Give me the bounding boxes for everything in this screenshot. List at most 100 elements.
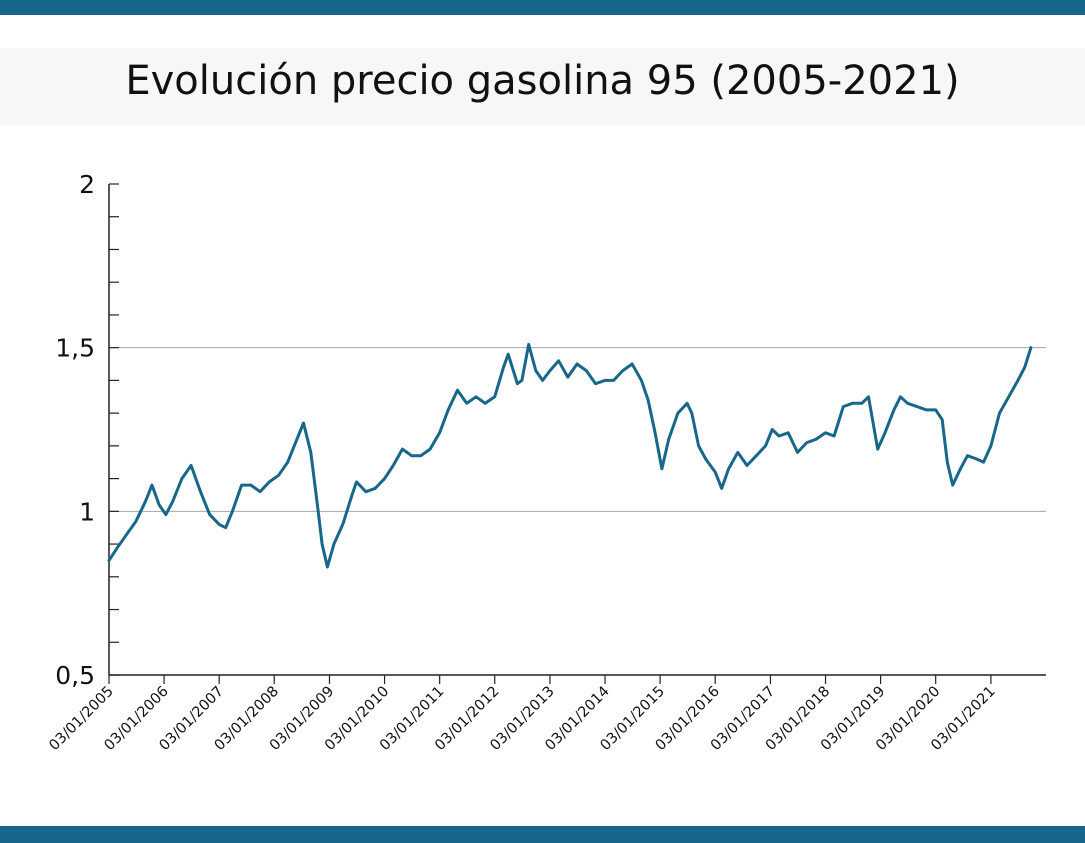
data-point [884,431,886,434]
data-point [190,464,192,467]
data-point [447,409,450,411]
data-point [667,438,670,441]
data-point [158,503,160,506]
data-point [697,445,700,447]
data-point [116,546,119,549]
data-point [990,445,992,447]
data-point [755,454,758,457]
data-point [465,402,468,405]
data-point [764,445,767,447]
data-point [771,428,774,431]
data-point [108,559,110,562]
data-point [208,513,211,516]
data-point [1007,395,1010,398]
data-point [429,448,431,450]
data-point [199,490,202,493]
data-point [946,461,949,464]
data-point [151,484,153,486]
data-point [787,431,790,434]
data-point [420,454,422,457]
data-point [714,471,717,473]
data-point [302,422,305,424]
axes [108,184,1046,676]
data-point [240,484,243,486]
data-point [316,503,319,506]
data-point [326,566,329,568]
data-point [585,369,588,372]
data-point [959,467,962,470]
data-point [341,523,344,526]
data-point [392,464,394,467]
data-point [250,484,252,486]
data-point [144,500,147,503]
data-point [778,435,780,437]
data-point [604,379,606,382]
data-point [806,441,808,444]
data-point [654,431,656,434]
data-point [1023,366,1026,369]
data-point [365,490,367,493]
chart-title: Evolución precio gasolina 95 (2005-2021) [125,58,960,104]
data-point [374,487,376,490]
bottom-accent-bar [0,826,1085,843]
data-point [521,379,523,382]
data-point [309,451,312,454]
data-point [612,379,615,382]
data-point [126,533,128,536]
data-point [541,379,544,382]
data-point [876,448,879,450]
data-point [737,451,739,454]
data-point [677,412,679,414]
data-point [631,363,633,365]
data-point [925,409,927,411]
data-point [516,382,519,385]
data-point [549,369,551,372]
data-point [484,402,487,405]
data-point [333,543,335,545]
data-point [296,438,298,441]
data-point [622,369,624,372]
data-point [906,402,909,405]
data-point [720,487,723,490]
y-tick-label: 1,5 [55,334,95,363]
data-point [951,484,954,486]
data-point [686,402,688,405]
data-point [975,458,978,460]
data-point [218,523,220,526]
data-point [401,448,404,450]
data-point [824,431,827,434]
data-point [893,409,895,411]
data-point [557,359,560,362]
data-point [941,418,943,421]
data-point [165,513,167,516]
data-point [640,379,643,382]
data-point [410,454,413,457]
data-point [502,366,505,369]
data-point [661,467,663,470]
data-point [321,543,323,545]
data-point [1017,379,1019,382]
y-tick-label: 0,5 [55,661,95,690]
gridlines [109,347,1046,512]
data-point [259,490,261,493]
data-point [647,399,649,401]
data-point [966,454,969,457]
series-line [107,342,1033,569]
series-layer [107,342,1033,569]
data-point [727,467,730,470]
data-point [594,382,597,385]
y-tick-label: 2 [79,170,95,199]
data-point [899,395,902,398]
data-point [566,376,569,378]
data-point [475,395,477,398]
data-point [746,464,748,467]
data-point [916,405,918,408]
data-point [833,435,835,437]
data-point [286,461,289,464]
data-point [796,451,799,454]
title-background [0,48,1085,126]
data-point [815,438,817,441]
y-tick-label: 1 [79,497,95,526]
data-point [867,395,870,398]
